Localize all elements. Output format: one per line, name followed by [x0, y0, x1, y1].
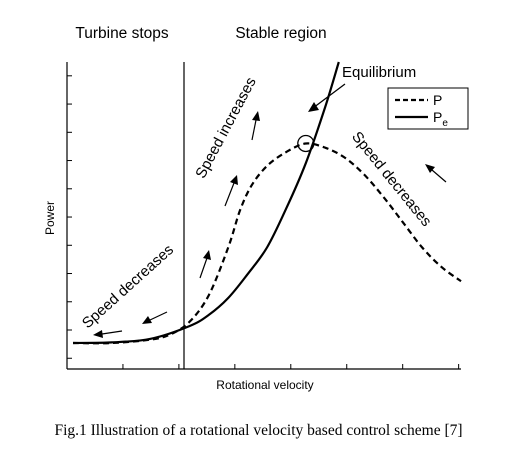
- chart: Turbine stops Stable region Rotational v…: [43, 25, 469, 392]
- legend: P Pe: [387, 87, 469, 130]
- arrow-left-1: [93, 330, 123, 338]
- y-axis-label: Power: [43, 201, 57, 235]
- annotation-speed-increases: Speed increases: [192, 75, 259, 182]
- y-axis-ticks: [67, 75, 72, 359]
- arrow-up-1: [199, 250, 211, 279]
- region-label-turbine-stops: Turbine stops: [75, 25, 169, 42]
- legend-label-p: P: [433, 92, 442, 108]
- arrow-left-2: [142, 311, 168, 324]
- figure-caption: Fig.1 Illustration of a rotational veloc…: [54, 422, 463, 439]
- axes: [66, 62, 461, 370]
- arrow-up-2: [224, 175, 238, 207]
- legend-box: [387, 87, 469, 130]
- equilibrium-marker: [297, 134, 315, 153]
- arrow-right-up: [425, 164, 447, 183]
- arrow-up-3: [251, 111, 260, 141]
- annotation-speed-decreases-left: Speed decreases: [79, 241, 177, 332]
- equilibrium-label: Equilibrium: [342, 64, 416, 81]
- direction-arrows: [93, 111, 447, 338]
- equilibrium-arrow-head: [308, 102, 319, 112]
- region-label-stable-region: Stable region: [235, 25, 326, 42]
- legend-label-pe: Pe: [433, 109, 448, 129]
- annotation-speed-decreases-right: Speed decreases: [348, 128, 435, 229]
- x-axis-ticks: [66, 364, 460, 369]
- series-pe-curve: [72, 61, 340, 345]
- x-axis-label: Rotational velocity: [216, 378, 313, 392]
- equilibrium-arrow: [312, 83, 346, 109]
- series-p-curve: [72, 142, 462, 345]
